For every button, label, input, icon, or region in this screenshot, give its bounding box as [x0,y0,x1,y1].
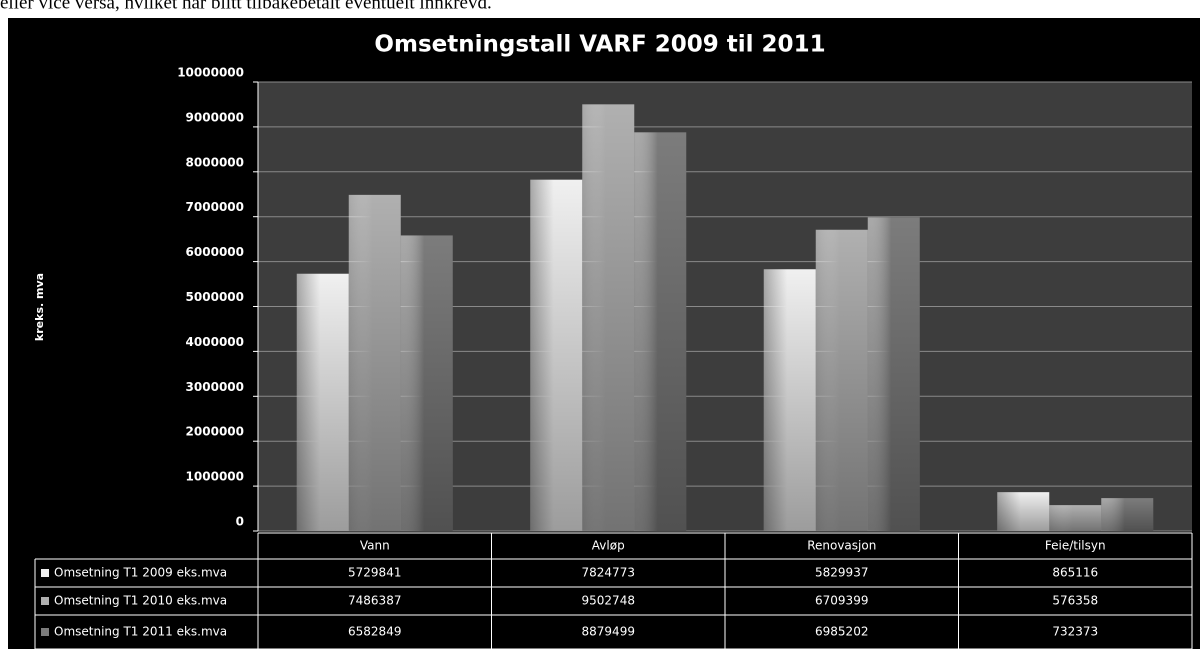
bar-shade [296,273,349,531]
x-tick-label: Vann [360,539,390,553]
table-value: 9502748 [582,594,635,608]
bar-shade [763,269,816,531]
bar-shade [815,229,868,531]
table-value: 8879499 [582,625,635,639]
x-tick-label: Avløp [592,539,625,553]
table-value: 732373 [1052,625,1098,639]
y-tick-label: 4000000 [186,335,244,349]
y-tick-label: 2000000 [186,425,244,439]
bar-shade [348,194,401,532]
caption-above: eller vice versa, hvilket har blitt tilb… [0,0,492,13]
legend-swatch [41,597,49,605]
table-value: 5829937 [815,566,868,580]
y-axis-label: kreks. mva [33,273,46,341]
bar-shade [530,179,583,531]
table-value: 865116 [1052,566,1098,580]
y-tick-label: 6000000 [186,245,244,259]
legend-swatch [41,569,49,577]
y-tick-label: 7000000 [186,200,244,214]
table-value: 6985202 [815,625,868,639]
table-value: 6709399 [815,594,868,608]
y-tick-label: 1000000 [186,470,244,484]
table-value: 5729841 [348,566,401,580]
table-value: 576358 [1052,594,1098,608]
bar-shade [400,235,453,531]
y-tick-label: 3000000 [186,380,244,394]
legend-label: Omsetning T1 2009 eks.mva [54,566,227,580]
y-tick-label: 10000000 [177,66,244,80]
y-tick-label: 9000000 [186,110,244,124]
table-value: 7824773 [582,566,635,580]
chart-title: Omsetningstall VARF 2009 til 2011 [374,32,825,58]
y-tick-label: 0 [236,515,244,529]
y-tick-label: 5000000 [186,290,244,304]
legend-swatch [41,628,49,636]
bar-shade [1101,498,1154,531]
legend-label: Omsetning T1 2011 eks.mva [54,625,227,639]
table-value: 6582849 [348,625,401,639]
table-value: 7486387 [348,594,401,608]
bar-shade [582,104,635,532]
legend-label: Omsetning T1 2010 eks.mva [54,594,227,608]
x-tick-label: Renovasjon [807,539,876,553]
x-tick-label: Feie/tilsyn [1045,539,1106,553]
bar-shade [997,492,1050,531]
y-tick-label: 8000000 [186,155,244,169]
bar-shade [634,132,687,532]
bar-shade [867,217,920,531]
bar-shade [1049,505,1102,531]
